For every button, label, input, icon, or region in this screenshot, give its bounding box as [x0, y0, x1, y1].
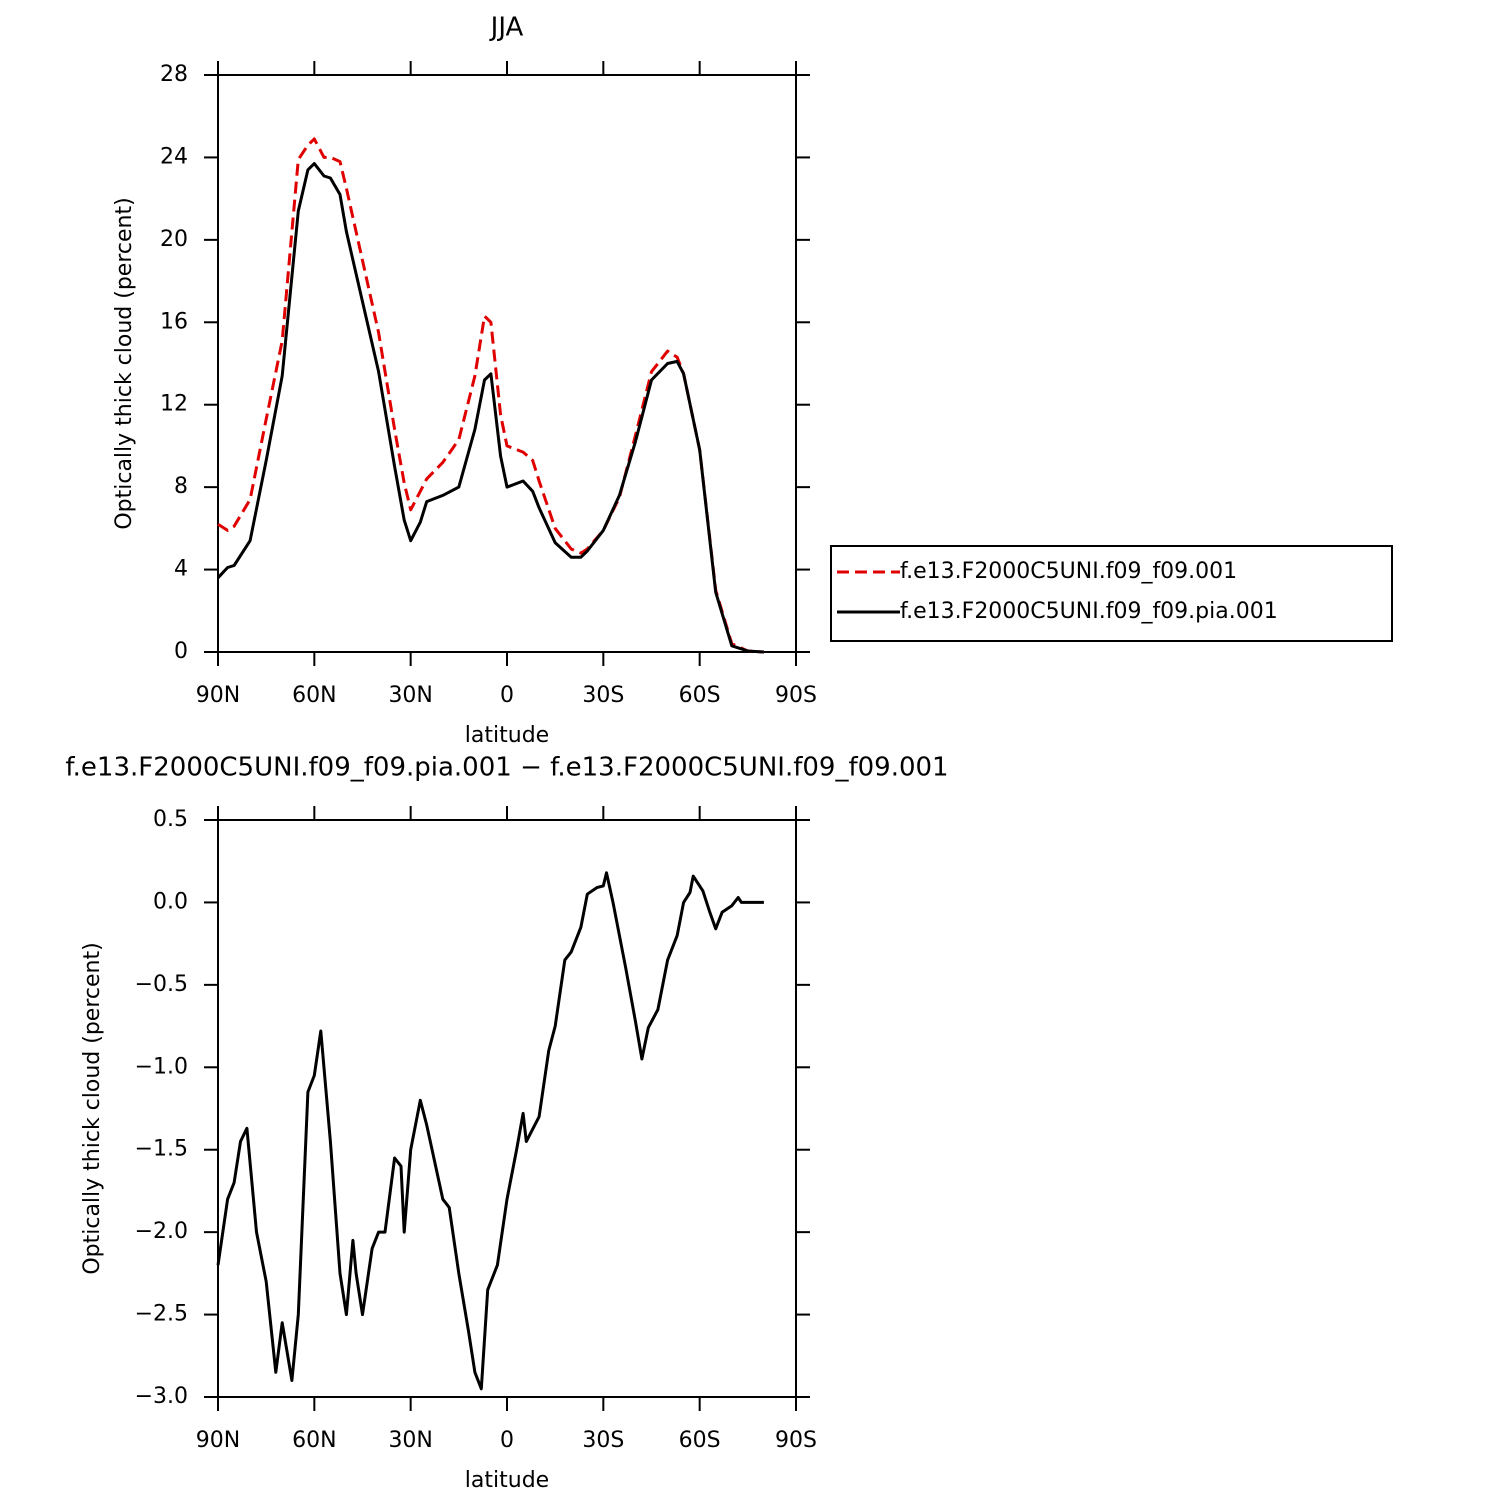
- x-tick-label: 30N: [388, 1428, 432, 1453]
- y-tick-label: 0.0: [153, 889, 188, 914]
- y-tick-label: 16: [160, 309, 188, 334]
- x-tick-label: 0: [500, 683, 514, 708]
- x-tick-label: 90S: [775, 1428, 817, 1453]
- y-tick-label: 4: [174, 557, 188, 582]
- x-tick-label: 60N: [292, 1428, 336, 1453]
- y-tick-label: 8: [174, 474, 188, 499]
- x-tick-label: 90S: [775, 683, 817, 708]
- y-tick-label: −0.5: [135, 972, 188, 997]
- y-tick-label: −2.5: [135, 1302, 188, 1327]
- y-tick-label: 24: [160, 144, 188, 169]
- y-tick-label: 20: [160, 227, 188, 252]
- y-axis-label: Optically thick cloud (percent): [112, 197, 137, 529]
- y-tick-label: 0.5: [153, 807, 188, 832]
- y-axis-label: Optically thick cloud (percent): [80, 942, 105, 1274]
- data-line: [216, 871, 764, 1391]
- plot-frame: [217, 74, 797, 653]
- x-tick-label: 0: [500, 1428, 514, 1453]
- data-line: [217, 137, 764, 654]
- y-tick-label: 28: [160, 62, 188, 87]
- legend-label: f.e13.F2000C5UNI.f09_f09.pia.001: [900, 599, 1278, 624]
- chart-title: f.e13.F2000C5UNI.f09_f09.pia.001 − f.e13…: [65, 753, 948, 783]
- y-tick-label: −3.0: [135, 1384, 188, 1409]
- legend-label: f.e13.F2000C5UNI.f09_f09.001: [900, 559, 1237, 584]
- chart-title: JJA: [489, 13, 524, 43]
- x-axis-label: latitude: [465, 723, 549, 748]
- data-line: [216, 162, 764, 654]
- x-tick-label: 30N: [388, 683, 432, 708]
- x-tick-label: 60S: [679, 1428, 721, 1453]
- x-tick-label: 90N: [196, 683, 240, 708]
- y-tick-label: −2.0: [135, 1219, 188, 1244]
- plot-frame: [217, 819, 797, 1398]
- y-tick-label: −1.0: [135, 1054, 188, 1079]
- x-tick-label: 60S: [679, 683, 721, 708]
- y-tick-label: 0: [174, 639, 188, 664]
- y-tick-label: 12: [160, 392, 188, 417]
- legend-box: [830, 545, 1393, 642]
- x-tick-label: 30S: [582, 1428, 624, 1453]
- y-tick-label: −1.5: [135, 1137, 188, 1162]
- x-tick-label: 30S: [582, 683, 624, 708]
- x-tick-label: 90N: [196, 1428, 240, 1453]
- x-axis-label: latitude: [465, 1468, 549, 1493]
- x-tick-label: 60N: [292, 683, 336, 708]
